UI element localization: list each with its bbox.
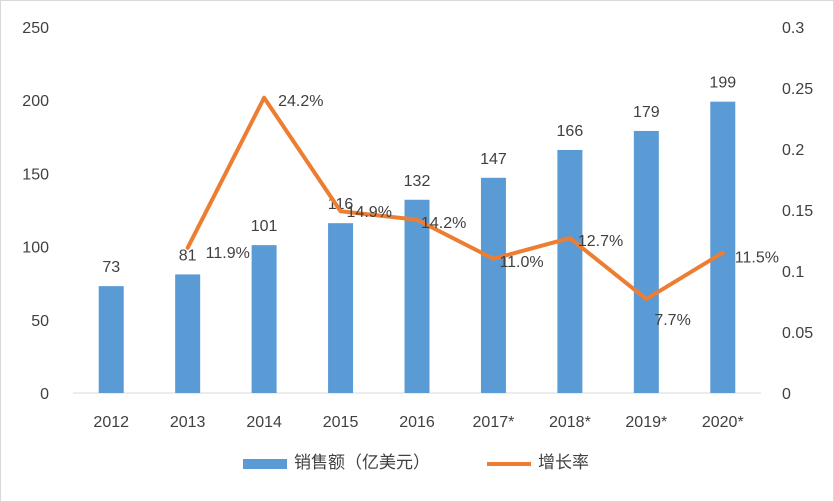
x-tick-label: 2012 <box>93 414 129 431</box>
x-tick-label: 2020* <box>702 414 744 431</box>
line-value-label: 14.9% <box>347 204 392 221</box>
x-tick-label: 2014 <box>246 414 282 431</box>
x-tick-label: 2019* <box>625 414 667 431</box>
left-tick-label: 0 <box>40 386 49 403</box>
bar <box>98 286 124 393</box>
right-tick-label: 0.25 <box>782 81 813 98</box>
x-tick-label: 2013 <box>170 414 206 431</box>
bar-value-label: 179 <box>633 104 660 121</box>
left-tick-label: 100 <box>22 240 49 257</box>
legend: 销售额（亿美元） 增长率 <box>243 453 589 472</box>
right-tick-label: 0.15 <box>782 203 813 220</box>
line-value-label: 11.9% <box>206 245 250 262</box>
right-tick-label: 0.1 <box>782 264 804 281</box>
x-tick-label: 2018* <box>549 414 591 431</box>
left-tick-label: 50 <box>31 313 49 330</box>
growth-line <box>185 95 725 302</box>
bar-value-label: 73 <box>102 259 120 276</box>
right-tick-label: 0 <box>782 386 791 403</box>
bar-value-label: 101 <box>251 218 278 235</box>
bar <box>251 245 277 393</box>
right-tick-label: 0.2 <box>782 142 804 159</box>
legend-bar-label: 销售额（亿美元） <box>294 453 430 472</box>
line-value-label: 14.2% <box>421 215 466 232</box>
bar-value-label: 81 <box>179 247 197 264</box>
bar <box>175 274 201 393</box>
line-value-label: 24.2% <box>278 93 323 110</box>
right-axis-ticks: 0 0.05 0.1 0.15 0.2 0.25 0.3 <box>782 20 813 403</box>
line-value-label: 11.5% <box>735 250 779 267</box>
bar-series <box>98 101 736 393</box>
line-data-labels: 11.9% 24.2% 14.9% 14.2% 11.0% 12.7% 7.7% 11.5% <box>206 93 779 329</box>
line-series <box>185 95 725 302</box>
legend-line-label: 增长率 <box>538 453 589 472</box>
bar <box>404 199 430 393</box>
left-axis-ticks: 0 50 100 150 200 250 <box>22 20 49 403</box>
left-tick-label: 150 <box>22 166 49 183</box>
bar-value-label: 166 <box>557 123 584 140</box>
x-tick-label: 2016 <box>399 414 435 431</box>
bar <box>328 223 354 393</box>
bar <box>710 101 736 393</box>
right-tick-label: 0.05 <box>782 325 813 342</box>
left-tick-label: 200 <box>22 93 49 110</box>
x-axis-ticks: 2012 2013 2014 2015 2016 2017* 2018* 2019* 2020* <box>93 414 743 431</box>
bar-value-label: 147 <box>480 151 507 168</box>
line-value-label: 7.7% <box>654 312 690 329</box>
x-tick-label: 2017* <box>473 414 515 431</box>
legend-bar-swatch <box>243 459 287 469</box>
x-tick-label: 2015 <box>323 414 359 431</box>
bar <box>557 149 583 393</box>
right-tick-label: 0.3 <box>782 20 804 37</box>
bar <box>480 177 506 393</box>
left-tick-label: 250 <box>22 20 49 37</box>
bar-value-label: 132 <box>404 173 431 190</box>
bar-value-label: 199 <box>709 75 736 92</box>
bar <box>633 130 659 393</box>
line-value-label: 11.0% <box>499 254 543 271</box>
line-value-label: 12.7% <box>578 233 623 250</box>
